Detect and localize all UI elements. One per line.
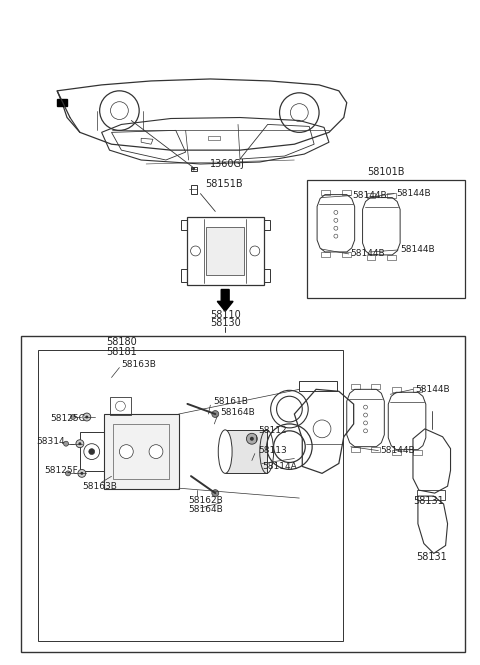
Text: 58164B: 58164B [220,408,255,416]
Text: 58163B: 58163B [121,360,156,369]
Bar [191,185,196,194]
Ellipse shape [276,396,302,422]
Circle shape [89,449,95,455]
Text: 1360GJ: 1360GJ [210,159,245,169]
Bar [38,350,343,641]
Circle shape [246,434,257,444]
Bar [387,255,396,260]
Bar [351,447,360,452]
Bar [264,269,270,281]
Text: 58144B: 58144B [353,191,387,200]
Text: 58101B: 58101B [368,167,405,177]
Text: 58113: 58113 [258,446,287,455]
Circle shape [83,413,91,421]
Ellipse shape [218,430,232,473]
Bar [113,424,169,479]
Text: 58144B: 58144B [396,189,431,198]
Circle shape [84,444,100,460]
Circle shape [192,168,195,170]
Bar [342,190,351,195]
Polygon shape [217,289,233,311]
Text: 58125C: 58125C [50,414,85,424]
Text: 58163B: 58163B [82,481,117,491]
Bar [392,387,401,392]
Text: 58114A: 58114A [263,462,298,471]
Bar [109,397,131,415]
Bar [307,180,466,299]
Bar [387,193,396,198]
Text: 58131: 58131 [416,553,447,563]
Text: 58131: 58131 [413,496,444,506]
Circle shape [71,414,75,420]
Circle shape [149,445,163,459]
Circle shape [212,410,219,418]
Bar [367,255,375,260]
Bar [80,432,104,471]
Text: 58144B: 58144B [351,249,385,259]
Bar [321,252,330,257]
Bar [342,252,351,257]
Bar [180,269,187,281]
Text: 58125F: 58125F [44,466,78,475]
Bar [413,387,422,392]
Circle shape [80,472,84,475]
Bar [191,167,197,171]
Ellipse shape [274,431,305,462]
Bar [351,384,360,389]
Text: 58144B: 58144B [380,446,415,455]
Text: 58112: 58112 [258,426,287,436]
Circle shape [76,440,84,448]
Bar [367,193,375,198]
Bar [417,490,444,500]
Bar [187,217,264,285]
Bar [392,450,401,455]
Bar [413,450,422,455]
Circle shape [250,437,254,441]
Text: 58162B: 58162B [189,495,223,505]
Circle shape [63,441,69,446]
Text: 58144B: 58144B [400,245,435,255]
Text: 58130: 58130 [210,318,240,328]
Bar [57,98,67,106]
Text: 58151B: 58151B [205,179,243,189]
Text: 58314: 58314 [36,437,65,446]
Circle shape [85,416,88,418]
Text: 58161B: 58161B [213,397,248,406]
Circle shape [120,445,133,459]
Bar [21,336,466,652]
Text: 58164B: 58164B [189,505,223,515]
Bar [206,227,244,275]
Bar [208,136,220,140]
Bar [372,384,380,389]
Circle shape [66,471,71,476]
Text: 58181: 58181 [107,346,137,357]
Text: 58144B: 58144B [415,385,450,394]
Bar [180,220,187,230]
Bar [264,220,270,230]
Bar [225,430,267,473]
Bar [300,382,337,391]
Bar [104,414,179,489]
Circle shape [212,489,219,497]
Text: 58110: 58110 [210,310,240,321]
Text: 58180: 58180 [107,337,137,347]
Circle shape [78,442,81,445]
Circle shape [78,469,86,477]
Bar [321,190,330,195]
Bar [372,447,380,452]
